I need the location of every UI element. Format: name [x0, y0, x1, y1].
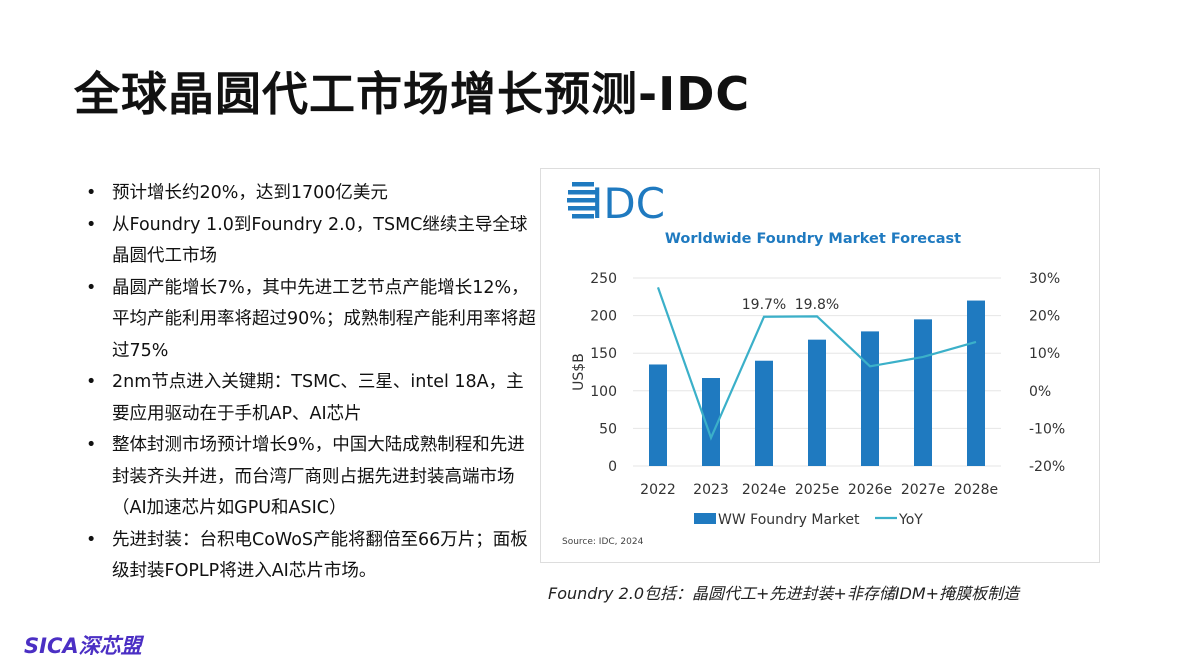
chart-title: Worldwide Foundry Market Forecast	[665, 231, 961, 247]
idc-logo-stripe	[568, 190, 598, 195]
bullet-item: 从Foundry 1.0到Foundry 2.0，TSMC继续主导全球晶圆代工市…	[86, 210, 536, 273]
bullet-item: 先进封装：台积电CoWoS产能将翻倍至66万片；面板级封装FOPLP将进入AI芯…	[86, 525, 536, 588]
idc-logo-stripe	[567, 198, 599, 203]
chart-image: IDC Worldwide Foundry Market Forecast 250 3…	[540, 168, 1100, 563]
bullet-item: 预计增长约20%，达到1700亿美元	[86, 178, 536, 210]
y-tick-label: 150	[590, 346, 617, 362]
x-tick-label: 2026e	[848, 482, 892, 498]
data-label: 19.8%	[795, 297, 839, 313]
bullet-item: 整体封测市场预计增长9%，中国大陆成熟制程和先进封装齐头并进，而台湾厂商则占据先…	[86, 430, 536, 525]
x-tick-label: 2028e	[954, 482, 998, 498]
bullet-item: 2nm节点进入关键期：TSMC、三星、intel 18A，主要应用驱动在于手机A…	[86, 367, 536, 430]
y2-tick-label: 20%	[1029, 309, 1060, 325]
idc-logo-stripe	[568, 206, 598, 211]
x-tick-label: 2023	[693, 482, 729, 498]
y2-tick-label: -20%	[1029, 459, 1065, 475]
y-tick-label: 100	[590, 384, 617, 400]
bar	[861, 331, 879, 466]
y-tick-label: 250	[590, 271, 617, 287]
idc-logo-stripe	[572, 214, 594, 219]
bar	[702, 378, 720, 466]
caption: Foundry 2.0包括：晶圆代工+先进封装+非存储IDM+掩膜板制造	[548, 584, 1020, 603]
idc-logo-stripe	[572, 182, 594, 187]
bar	[808, 339, 826, 466]
y-tick-label: 50	[599, 421, 617, 437]
bullet-item: 晶圆产能增长7%，其中先进工艺节点产能增长12%，平均产能利用率将超过90%；成…	[86, 273, 536, 368]
chart-source: Source: IDC, 2024	[562, 537, 644, 547]
y-tick-label: 0	[608, 459, 617, 475]
legend-label: WW Foundry Market	[718, 512, 860, 528]
bar	[967, 300, 985, 466]
yoy-line	[656, 287, 977, 441]
x-tick-label: 2024e	[742, 482, 786, 498]
bar	[755, 360, 773, 466]
bar	[914, 319, 932, 466]
y-axis-label: US$B	[571, 353, 587, 391]
bullet-list: 预计增长约20%，达到1700亿美元从Foundry 1.0到Foundry 2…	[86, 178, 536, 588]
y-tick-label: 200	[590, 309, 617, 325]
x-tick-label: 2022	[640, 482, 676, 498]
data-label: 19.7%	[742, 297, 786, 313]
y2-tick-label: 0%	[1029, 384, 1051, 400]
slide-title: 全球晶圆代工市场增长预测-IDC	[74, 67, 751, 121]
legend-label: YoY	[898, 512, 923, 528]
idc-logo-text: IDC	[591, 179, 665, 228]
sica-logo: SICA深芯盟	[24, 634, 142, 658]
y2-tick-label: 30%	[1029, 271, 1060, 287]
x-tick-label: 2027e	[901, 482, 945, 498]
y2-tick-label: -10%	[1029, 421, 1065, 437]
x-tick-label: 2025e	[795, 482, 839, 498]
bar	[649, 364, 667, 466]
y2-tick-label: 10%	[1029, 346, 1060, 362]
legend-swatch-bar	[694, 513, 716, 524]
